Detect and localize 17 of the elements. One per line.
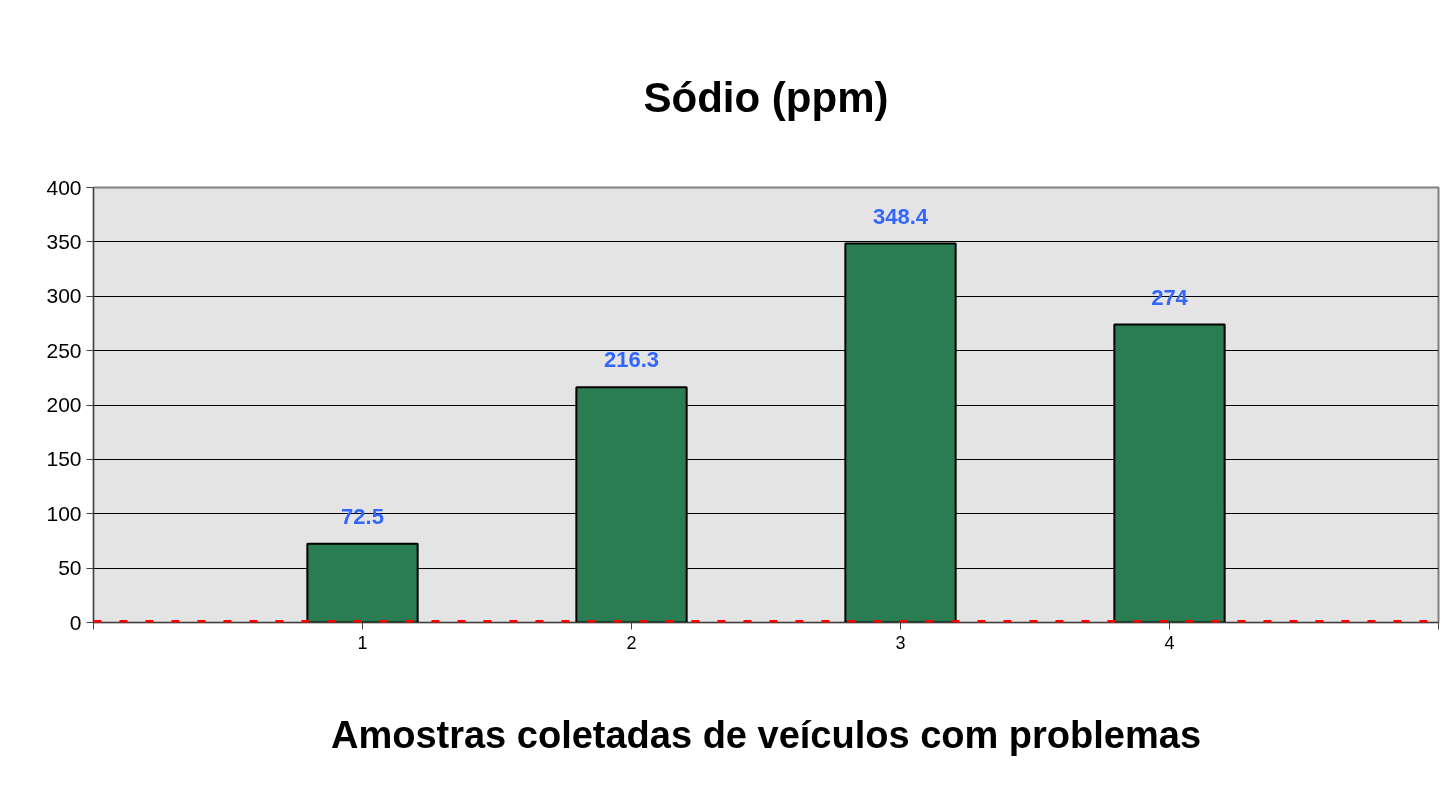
data-label: 216.3 xyxy=(603,347,660,373)
y-tick-label: 150 xyxy=(46,447,82,471)
y-tick-label: 200 xyxy=(46,393,82,416)
y-tick-label: 250 xyxy=(46,338,82,362)
y-tick-label: 350 xyxy=(46,229,82,253)
chart-title: Sódio (ppm) xyxy=(643,73,889,121)
y-tick-label: 300 xyxy=(46,284,82,308)
data-label: 348.4 xyxy=(872,203,929,229)
y-tick-label: 50 xyxy=(58,556,82,580)
x-tick-label: 2 xyxy=(626,632,637,653)
y-tick-label: 0 xyxy=(69,610,82,634)
x-axis-title: Amostras coletadas de veículos com problemas xyxy=(330,713,1202,756)
y-tick-label: 100 xyxy=(46,501,82,525)
x-tick-label: 3 xyxy=(895,632,906,653)
y-tick-label: 400 xyxy=(46,175,82,199)
x-tick-label: 4 xyxy=(1164,632,1175,653)
x-tick-label: 1 xyxy=(357,632,368,653)
